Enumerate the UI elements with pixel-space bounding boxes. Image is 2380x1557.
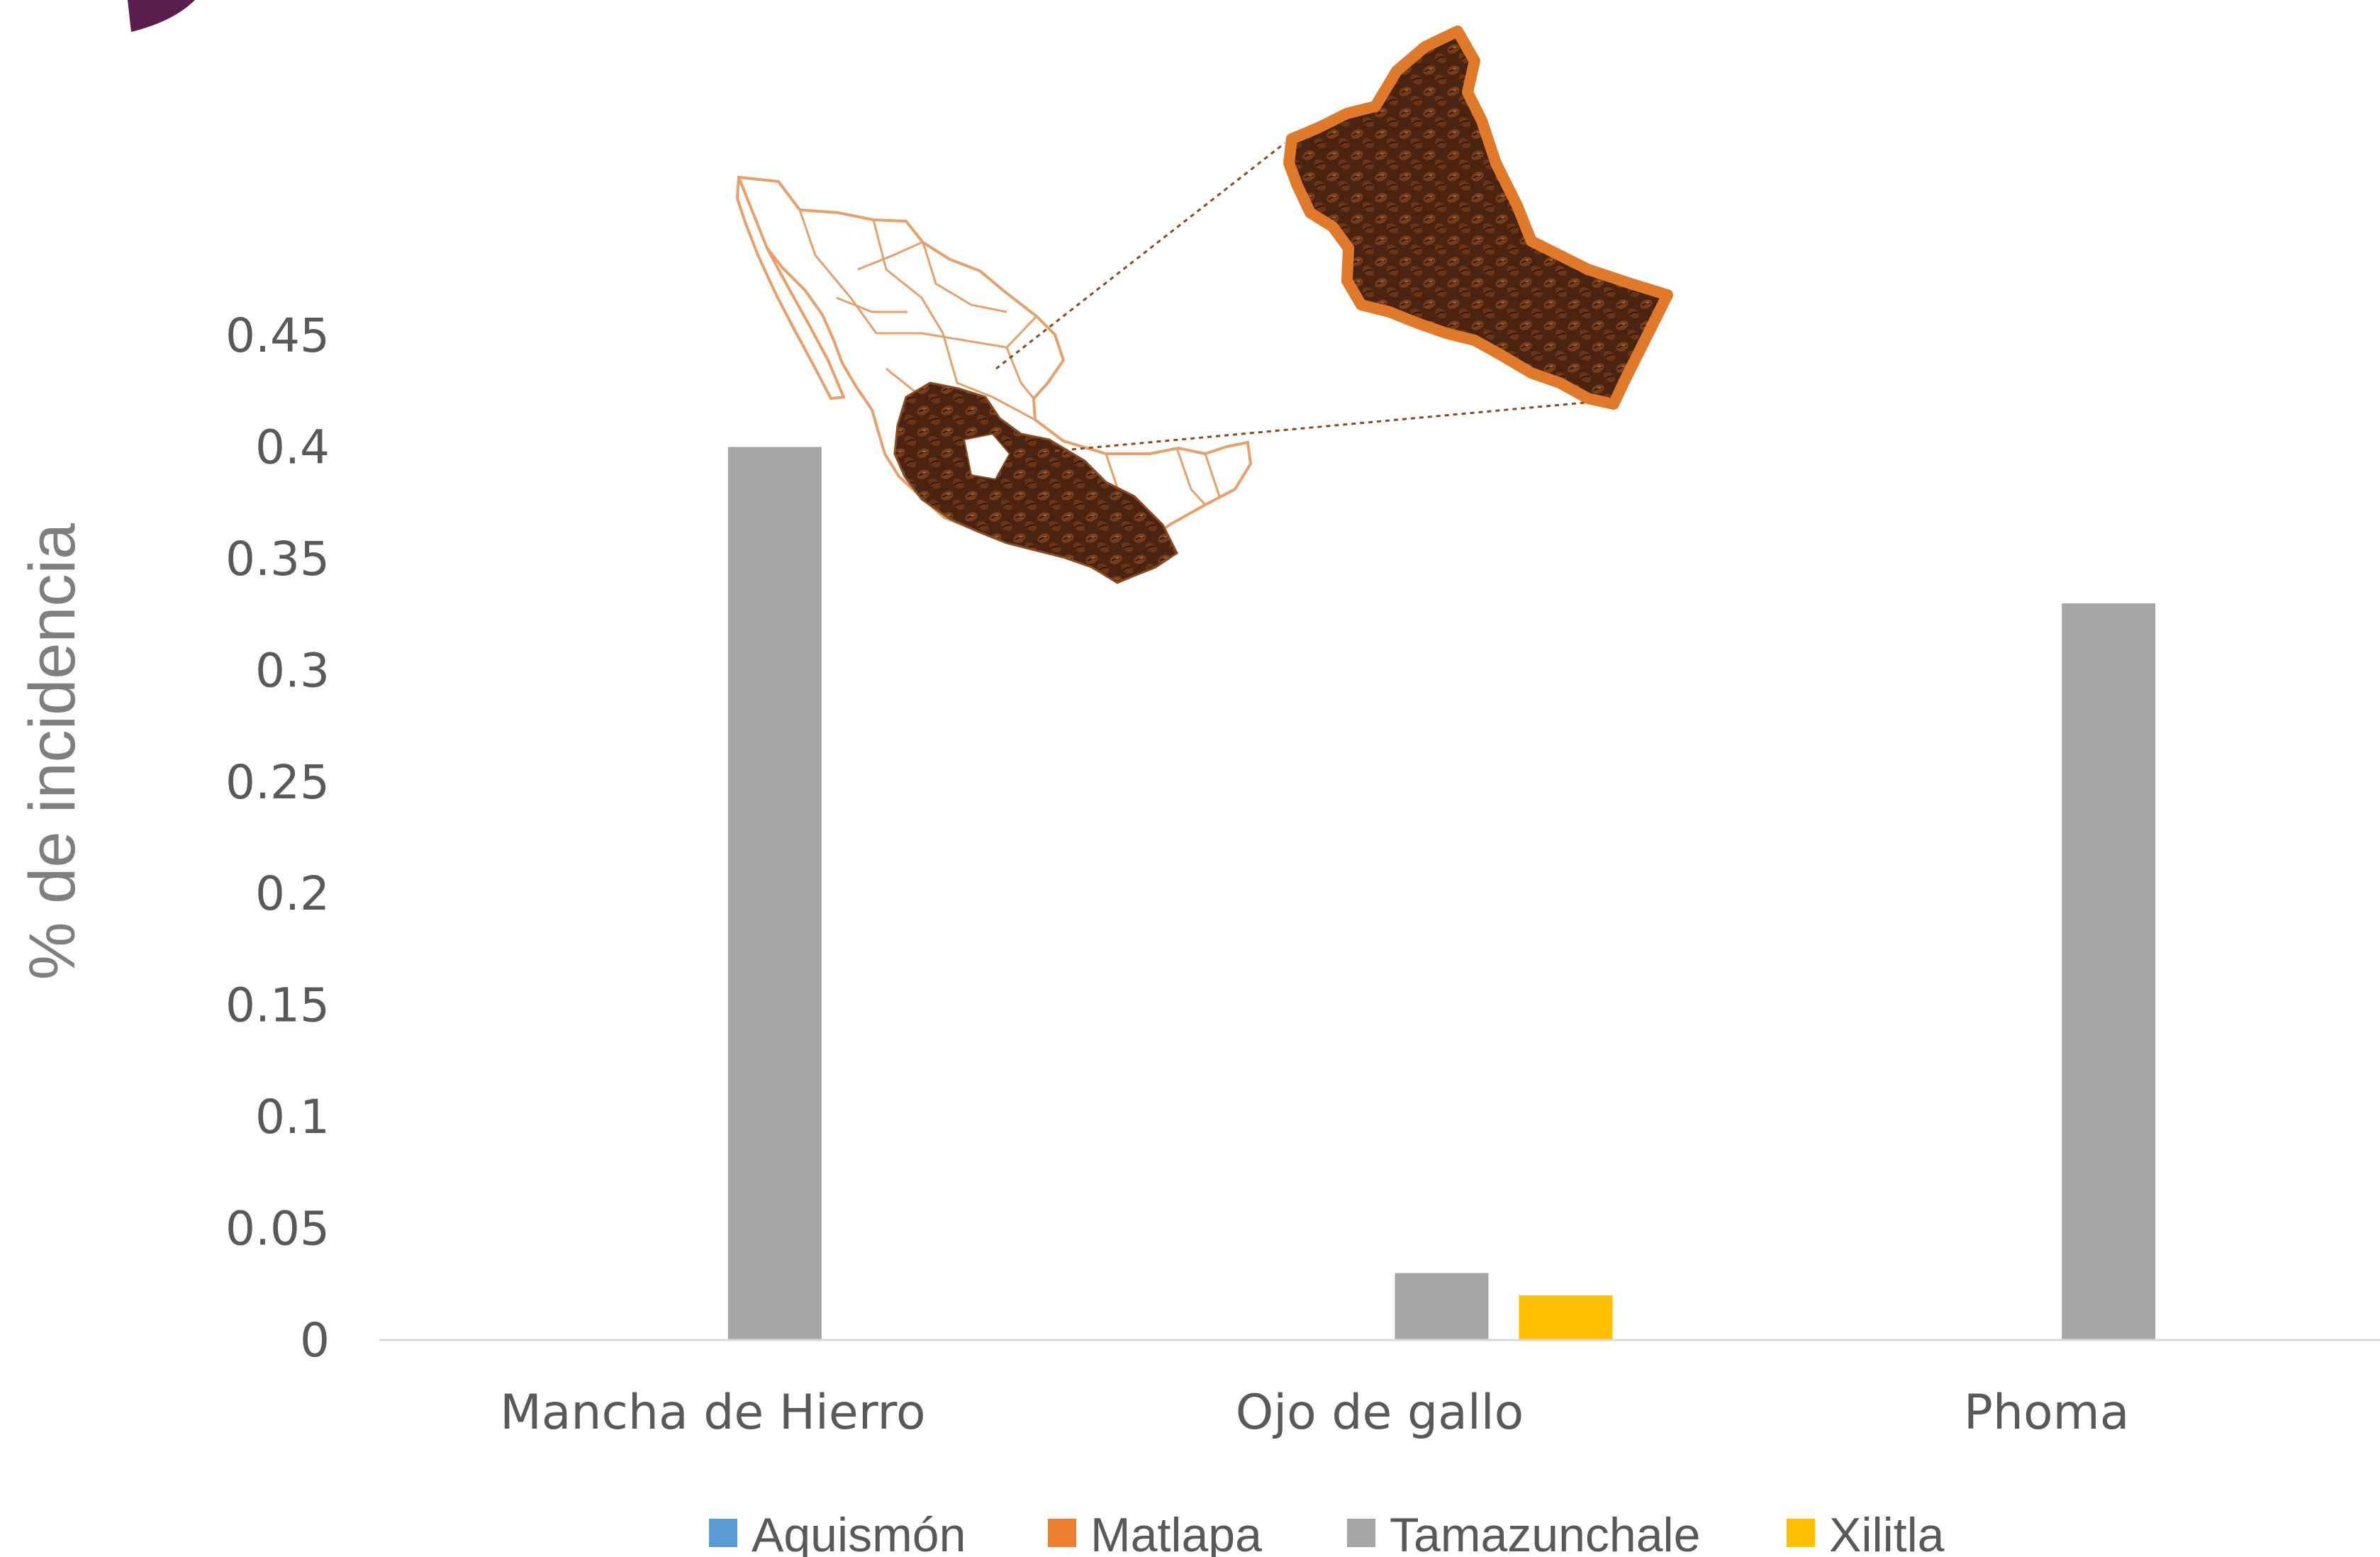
legend-swatch bbox=[1787, 1519, 1815, 1547]
coffee-region-hole bbox=[963, 432, 1011, 481]
y-axis-title: % de incidencia bbox=[16, 523, 89, 980]
zoom-line-top bbox=[995, 142, 1285, 370]
y-tick-label: 0 bbox=[300, 1313, 330, 1368]
y-axis-ticks: 0 0.05 0.1 0.15 0.2 0.25 0.3 0.35 0.4 0.45 bbox=[225, 308, 330, 1368]
x-category-label: Mancha de Hierro bbox=[500, 1385, 926, 1441]
mexico-map-outline bbox=[737, 175, 1253, 584]
legend-label: Xilitla bbox=[1829, 1508, 1945, 1557]
y-tick-label: 0.4 bbox=[255, 420, 330, 474]
bar bbox=[727, 447, 822, 1340]
y-tick-label: 0.2 bbox=[255, 866, 330, 921]
bar bbox=[2062, 603, 2156, 1340]
coffee-region-on-map bbox=[893, 381, 1178, 584]
legend-swatch bbox=[1048, 1519, 1076, 1547]
bar bbox=[1519, 1295, 1613, 1340]
legend-label: Matlapa bbox=[1090, 1508, 1262, 1557]
zoom-line-bottom bbox=[1054, 400, 1600, 452]
corner-decoration bbox=[128, 0, 195, 32]
legend-swatch bbox=[1347, 1519, 1375, 1547]
y-tick-label: 0.15 bbox=[225, 978, 330, 1033]
y-tick-label: 0.05 bbox=[225, 1202, 330, 1256]
legend-label: Aquismón bbox=[752, 1508, 966, 1557]
y-tick-label: 0.3 bbox=[255, 643, 330, 698]
x-category-label: Phoma bbox=[1964, 1385, 2130, 1441]
y-tick-label: 0.1 bbox=[255, 1090, 330, 1144]
category-labels: Mancha de Hierro Ojo de gallo Phoma bbox=[500, 1385, 2129, 1441]
bars bbox=[727, 447, 2156, 1340]
legend-swatch bbox=[709, 1519, 737, 1547]
y-tick-label: 0.45 bbox=[225, 308, 330, 363]
y-tick-label: 0.25 bbox=[225, 755, 330, 810]
bar bbox=[1395, 1273, 1489, 1340]
mexico-map-image bbox=[735, 175, 1253, 584]
x-category-label: Ojo de gallo bbox=[1236, 1385, 1524, 1441]
y-tick-label: 0.35 bbox=[225, 532, 330, 586]
coffee-region-inset-image bbox=[1283, 26, 1673, 410]
legend: Aquismón Matlapa Tamazunchale Xilitla bbox=[709, 1508, 1945, 1557]
baja-california-outline bbox=[735, 177, 846, 401]
legend-label: Tamazunchale bbox=[1390, 1508, 1700, 1557]
